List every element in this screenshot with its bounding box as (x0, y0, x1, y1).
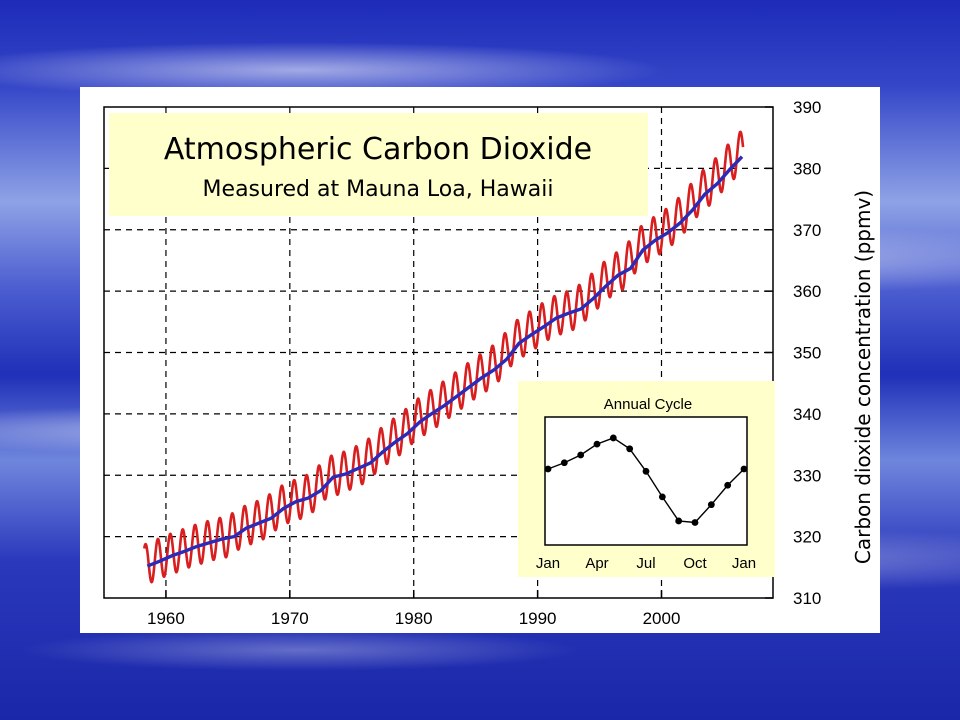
annual-cycle-point (675, 517, 683, 525)
co2-chart: 1960 1970 1980 1990 2000 3103203303403503603… (103, 98, 875, 628)
y-tick-label: 390 (793, 98, 821, 117)
x-tick-label: 1980 (395, 609, 433, 628)
y-tick-label: 320 (793, 528, 821, 547)
annual-cycle-point (724, 481, 732, 489)
annual-cycle-point (626, 445, 634, 453)
y-tick-labels: 310 320 330 340 350 360 370 380 390 (793, 98, 821, 608)
y-tick-label: 360 (793, 282, 821, 301)
chart-title: Atmospheric Carbon Dioxide (164, 132, 592, 167)
y-tick-label: 310 (793, 589, 821, 608)
chart-subtitle: Measured at Mauna Loa, Hawaii (203, 177, 554, 202)
x-tick-label: 1960 (147, 609, 185, 628)
y-tick-label: 330 (793, 466, 821, 485)
annual-mean-line (146, 155, 744, 568)
annual-cycle-point (642, 467, 650, 475)
annual-cycle-point (577, 451, 585, 459)
inset-tick-label: Jan (732, 555, 756, 572)
y-tick-label: 370 (793, 221, 821, 240)
main-series (142, 130, 745, 584)
y-tick-label: 340 (793, 405, 821, 424)
inset-tick-label: Jan (536, 555, 560, 572)
annual-cycle-point (740, 465, 748, 473)
annual-cycle-point (593, 440, 601, 448)
inset-tick-label: Jul (636, 555, 655, 572)
inset-tick-labels: Jan Apr Jul Oct Jan (536, 555, 756, 572)
title-box (109, 113, 648, 216)
annual-cycle-point (560, 459, 568, 467)
annual-cycle-point (544, 465, 552, 473)
x-tick-labels: 1960 1970 1980 1990 2000 (147, 609, 680, 628)
annual-cycle-point (658, 493, 666, 501)
x-tick-label: 1970 (271, 609, 309, 628)
inset-title: Annual Cycle (604, 396, 692, 413)
inset-tick-label: Oct (683, 555, 707, 572)
annual-cycle-point (691, 519, 699, 526)
x-tick-label: 1990 (519, 609, 557, 628)
inset-frame (544, 416, 748, 546)
chart-panel: 1960 1970 1980 1990 2000 310 320 330 340 350 360 3… (80, 87, 880, 633)
inset-tick-label: Apr (585, 555, 608, 572)
monthly-co2-line (142, 130, 745, 584)
annual-cycle-point (609, 434, 617, 442)
inset-series (544, 434, 748, 526)
y-tick-label: 380 (793, 159, 821, 178)
x-tick-label: 2000 (643, 609, 681, 628)
y-tick-label: 350 (793, 344, 821, 363)
annual-cycle-point (707, 501, 715, 509)
y-axis-label: Carbon dioxide concentration (ppmv) (851, 190, 875, 564)
